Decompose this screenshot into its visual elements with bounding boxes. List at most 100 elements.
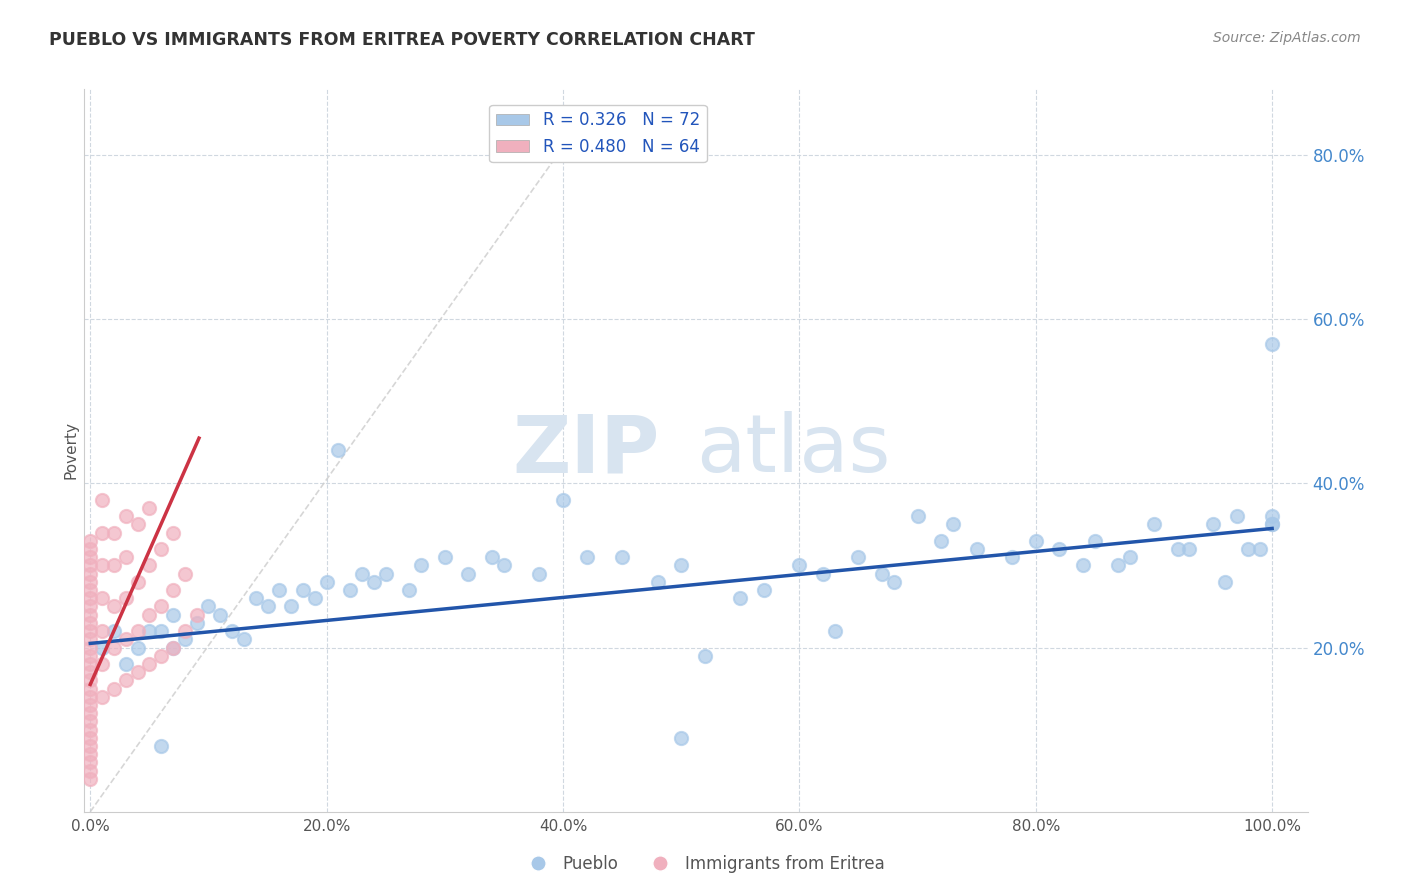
Point (1226, 509, 1249, 524)
Point (411, 558, 433, 573)
Point (197, 599, 219, 614)
Point (79, 607, 101, 622)
Text: ZIP: ZIP (512, 411, 659, 490)
Point (91, 640, 114, 655)
Point (374, 566, 396, 581)
Point (79, 582, 101, 597)
Point (492, 558, 515, 573)
Point (162, 640, 184, 655)
Point (1202, 517, 1225, 532)
Point (269, 582, 291, 597)
Point (114, 673, 136, 688)
Point (942, 517, 965, 532)
Point (79, 533, 101, 548)
Point (551, 492, 574, 507)
Point (1025, 533, 1047, 548)
Point (669, 731, 692, 745)
Point (457, 566, 479, 581)
Point (363, 574, 385, 589)
Point (103, 558, 125, 573)
Point (481, 550, 503, 565)
Point (150, 739, 173, 753)
Point (610, 550, 633, 565)
Point (256, 599, 278, 614)
Point (79, 772, 101, 786)
Point (127, 624, 149, 639)
Y-axis label: Poverty: Poverty (63, 421, 79, 480)
Point (150, 541, 173, 556)
Point (79, 591, 101, 606)
Point (103, 640, 125, 655)
Point (79, 566, 101, 581)
Point (103, 599, 125, 614)
Point (529, 566, 551, 581)
Point (79, 558, 101, 573)
Point (79, 698, 101, 712)
Point (1084, 533, 1107, 548)
Point (114, 509, 136, 524)
Point (103, 525, 125, 540)
Point (79, 541, 101, 556)
Point (79, 665, 101, 680)
Point (79, 706, 101, 721)
Point (103, 681, 125, 696)
Point (339, 582, 361, 597)
Point (730, 591, 752, 606)
Point (138, 500, 160, 515)
Point (138, 624, 160, 639)
Point (280, 599, 302, 614)
Point (79, 624, 101, 639)
Point (91, 558, 114, 573)
Point (127, 665, 149, 680)
Point (398, 582, 420, 597)
Point (292, 582, 315, 597)
Legend: Pueblo, Immigrants from Eritrea: Pueblo, Immigrants from Eritrea (515, 848, 891, 880)
Point (91, 624, 114, 639)
Point (79, 731, 101, 745)
Point (91, 591, 114, 606)
Point (647, 574, 669, 589)
Point (91, 690, 114, 704)
Point (328, 443, 350, 458)
Point (79, 747, 101, 762)
Point (186, 615, 208, 630)
Point (883, 574, 905, 589)
Point (162, 607, 184, 622)
Point (1249, 541, 1271, 556)
Point (575, 550, 598, 565)
Point (79, 599, 101, 614)
Point (79, 574, 101, 589)
Point (79, 739, 101, 753)
Point (103, 624, 125, 639)
Point (1237, 541, 1260, 556)
Point (245, 591, 267, 606)
Point (173, 566, 195, 581)
Point (162, 640, 184, 655)
Point (1261, 517, 1284, 532)
Point (127, 574, 149, 589)
Point (79, 681, 101, 696)
Point (91, 657, 114, 671)
Point (138, 657, 160, 671)
Point (114, 591, 136, 606)
Point (811, 566, 834, 581)
Point (79, 690, 101, 704)
Point (162, 525, 184, 540)
Point (79, 640, 101, 655)
Point (352, 566, 374, 581)
Point (79, 657, 101, 671)
Point (1047, 541, 1070, 556)
Point (433, 550, 456, 565)
Point (79, 714, 101, 729)
Point (79, 550, 101, 565)
Point (789, 558, 811, 573)
Legend: R = 0.326   N = 72, R = 0.480   N = 64: R = 0.326 N = 72, R = 0.480 N = 64 (489, 104, 707, 162)
Point (907, 509, 929, 524)
Point (232, 632, 254, 647)
Point (221, 624, 243, 639)
Point (127, 517, 149, 532)
Point (1119, 550, 1142, 565)
Point (929, 533, 952, 548)
Text: atlas: atlas (696, 411, 890, 490)
Point (91, 525, 114, 540)
